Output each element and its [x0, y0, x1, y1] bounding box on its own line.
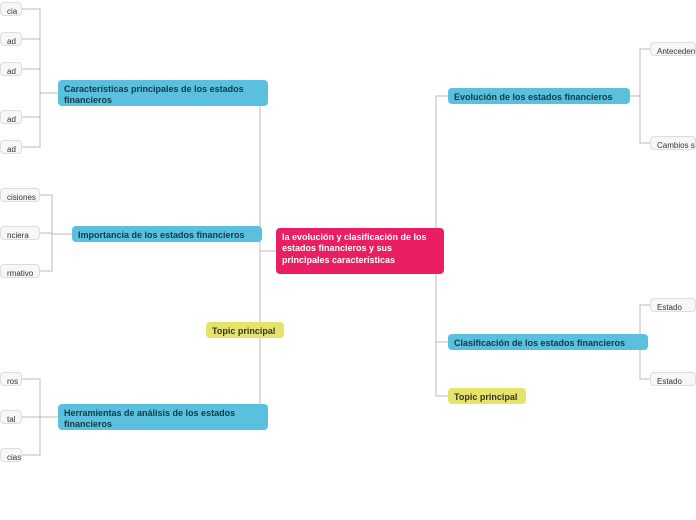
branch-label: Topic principal — [212, 326, 275, 336]
leaf-label: Cambios sig — [657, 141, 696, 150]
mindmap-canvas: la evolución y clasificación de los esta… — [0, 0, 696, 520]
leaf-label: cisiones — [7, 193, 36, 202]
leaf-label: ad — [7, 37, 16, 46]
leaf-node[interactable]: ad — [0, 62, 22, 76]
leaf-label: ros — [7, 377, 18, 386]
branch-label: Evolución de los estados financieros — [454, 92, 613, 102]
leaf-label: ad — [7, 67, 16, 76]
leaf-node[interactable]: ad — [0, 140, 22, 154]
leaf-node[interactable]: rmativo — [0, 264, 40, 278]
branch-caracteristicas[interactable]: Características principales de los estad… — [58, 80, 268, 106]
branch-label: Herramientas de análisis de los estados … — [64, 408, 235, 429]
leaf-node[interactable]: Cambios sig — [650, 136, 696, 150]
leaf-node[interactable]: ad — [0, 110, 22, 124]
branch-topic-right[interactable]: Topic principal — [448, 388, 526, 404]
branch-label: Importancia de los estados financieros — [78, 230, 245, 240]
leaf-node[interactable]: Estado — [650, 372, 696, 386]
leaf-label: ad — [7, 145, 16, 154]
leaf-node[interactable]: ad — [0, 32, 22, 46]
leaf-label: Estado — [657, 303, 682, 312]
branch-label: Topic principal — [454, 392, 517, 402]
branch-label: Características principales de los estad… — [64, 84, 244, 105]
leaf-node[interactable]: ros — [0, 372, 22, 386]
branch-topic-left[interactable]: Topic principal — [206, 322, 284, 338]
leaf-node[interactable]: cisiones — [0, 188, 40, 202]
leaf-node[interactable]: Estado — [650, 298, 696, 312]
leaf-label: Estado — [657, 377, 682, 386]
center-label: la evolución y clasificación de los esta… — [282, 232, 427, 265]
leaf-node[interactable]: Antecedent — [650, 42, 696, 56]
leaf-node[interactable]: cia — [0, 2, 22, 16]
branch-herramientas[interactable]: Herramientas de análisis de los estados … — [58, 404, 268, 430]
leaf-label: ad — [7, 115, 16, 124]
leaf-node[interactable]: cias — [0, 448, 22, 462]
leaf-label: rmativo — [7, 269, 33, 278]
leaf-label: cias — [7, 453, 21, 462]
branch-importancia[interactable]: Importancia de los estados financieros — [72, 226, 262, 242]
branch-evolucion[interactable]: Evolución de los estados financieros — [448, 88, 630, 104]
leaf-label: cia — [7, 7, 17, 16]
branch-clasificacion[interactable]: Clasificación de los estados financieros — [448, 334, 648, 350]
leaf-node[interactable]: nciera — [0, 226, 40, 240]
leaf-node[interactable]: tal — [0, 410, 22, 424]
center-node[interactable]: la evolución y clasificación de los esta… — [276, 228, 444, 274]
leaf-label: tal — [7, 415, 15, 424]
leaf-label: nciera — [7, 231, 29, 240]
leaf-label: Antecedent — [657, 47, 696, 56]
branch-label: Clasificación de los estados financieros — [454, 338, 625, 348]
